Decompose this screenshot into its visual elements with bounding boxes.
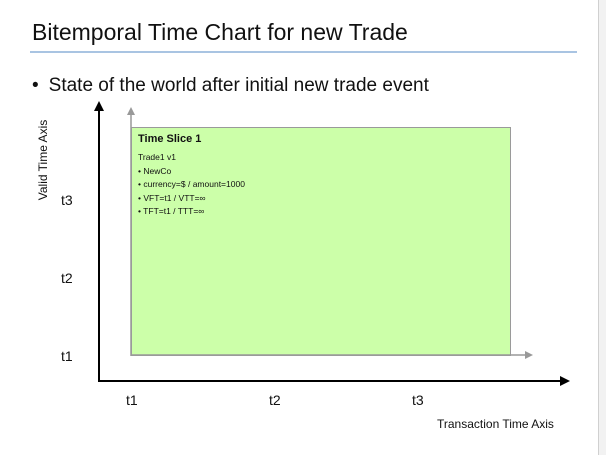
slice-line-counterparty: • NewCo xyxy=(138,165,172,176)
y-tick-t3: t3 xyxy=(61,192,73,208)
bullet-dot-icon: • xyxy=(32,75,39,96)
bullet-item: • State of the world after initial new tr… xyxy=(32,75,429,97)
x-tick-t3: t3 xyxy=(412,392,424,408)
slice-line-transaction-time: • TFT=t1 / TTT=∞ xyxy=(138,206,205,217)
slice-line-valid-time: • VFT=t1 / VTT=∞ xyxy=(138,192,206,203)
title-underline xyxy=(30,51,577,53)
slice-vertical-arrow-icon xyxy=(127,107,135,115)
slice-line-amount: • currency=$ / amount=1000 xyxy=(138,179,245,190)
time-slice-details: Trade1 v1 • NewCo • currency=$ / amount=… xyxy=(138,151,245,219)
slice-horizontal-arrow-icon xyxy=(525,351,533,359)
time-slice-title: Time Slice 1 xyxy=(138,133,202,145)
slice-line-trade: Trade1 v1 xyxy=(138,152,176,162)
bullet-text: State of the world after initial new tra… xyxy=(48,75,429,96)
time-slice-box: Time Slice 1 Trade1 v1 • NewCo • currenc… xyxy=(131,127,511,356)
y-tick-t2: t2 xyxy=(61,270,73,286)
x-tick-t2: t2 xyxy=(269,392,281,408)
y-tick-t1: t1 xyxy=(61,348,73,364)
x-tick-t1: t1 xyxy=(126,392,138,408)
slide-title: Bitemporal Time Chart for new Trade xyxy=(32,19,408,45)
adjacent-window-edge xyxy=(598,0,606,455)
x-axis-label: Transaction Time Axis xyxy=(437,417,554,431)
x-axis-arrow-icon xyxy=(560,376,570,386)
y-axis-arrow-icon xyxy=(94,101,104,111)
